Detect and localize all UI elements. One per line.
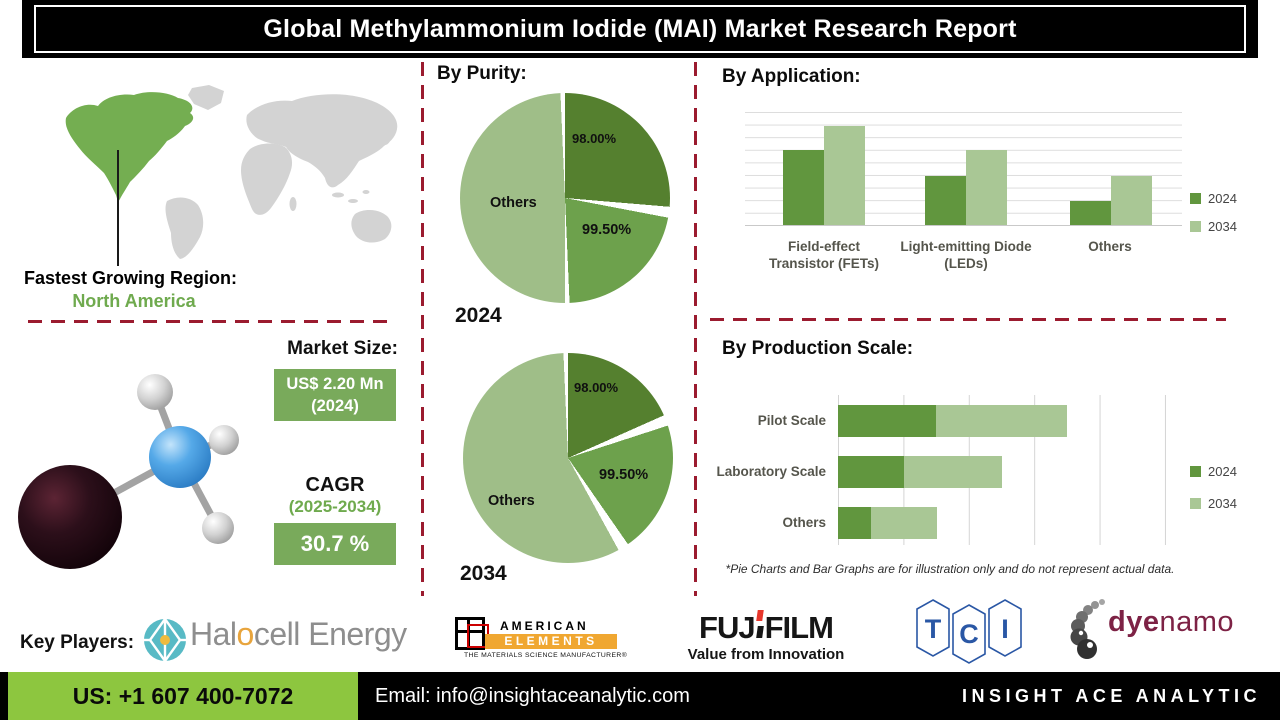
purity-pie-2034 — [463, 353, 673, 563]
email-address: Email: info@insightaceanalytic.com — [375, 684, 690, 707]
key-players-label: Key Players: — [20, 632, 135, 653]
page-title: Global Methylammonium Iodide (MAI) Marke… — [263, 14, 1017, 43]
pie-year-label-2034: 2034 — [460, 562, 507, 585]
greenland-shape — [188, 85, 224, 110]
molecule-graphic — [18, 374, 239, 569]
app-bar-2034-0 — [824, 126, 865, 225]
legend-swatch-2034 — [1190, 221, 1201, 232]
phone-number: US: +1 607 400-7072 — [72, 682, 294, 709]
legend-2024: 2024 — [1190, 191, 1237, 206]
tci-icon: T C I — [916, 599, 1022, 664]
prod-bar-2024-0 — [838, 405, 936, 437]
pie-slice-label: 99.50% — [599, 467, 649, 483]
cagr-period: (2025-2034) — [288, 497, 382, 516]
cagr-value-box: 30.7 % — [274, 523, 396, 565]
category-label-fets: Field-effect Transistor (FETs) — [768, 239, 880, 271]
app-bar-2034-1 — [966, 150, 1007, 225]
dyenamo-icon — [1070, 599, 1105, 659]
world-map — [65, 85, 398, 259]
category-label-leds: Light-emitting Diode (LEDs) — [900, 239, 1032, 271]
fastest-growing-region-label: Fastest Growing Region: — [24, 268, 238, 288]
pie-slice-label: 98.00% — [574, 380, 619, 395]
legend-swatch-2034 — [1190, 498, 1201, 509]
market-size-label: Market Size: — [287, 338, 398, 359]
hydrogen-atom — [209, 425, 239, 455]
legend-2034: 2034 — [1190, 219, 1237, 234]
section-title-application: By Application: — [722, 66, 861, 87]
hydrogen-atom — [137, 374, 173, 410]
region-pointer-line — [117, 150, 119, 266]
south-america-shape — [165, 197, 204, 259]
north-america-shape — [65, 92, 194, 202]
prod-bar-2024-1 — [838, 456, 904, 488]
svg-text:T: T — [925, 614, 942, 644]
prod-label-pilot: Pilot Scale — [757, 413, 826, 428]
pie-slice-label: 98.00% — [572, 131, 617, 146]
title-bar: Global Methylammonium Iodide (MAI) Marke… — [22, 0, 1258, 58]
svg-text:I: I — [1001, 614, 1009, 644]
legend-swatch-2024 — [1190, 193, 1201, 204]
africa-shape — [241, 143, 293, 215]
divider-mid-left — [421, 62, 424, 596]
divider-right — [710, 318, 1226, 321]
pie-slice-label: Others — [490, 195, 537, 211]
fujifilm-logo: FUJ FILM Value from Innovation — [687, 610, 845, 663]
pie-slice-label: 99.50% — [582, 222, 632, 238]
pie-slice-label: Others — [488, 493, 535, 509]
brand-name: INSIGHT ACE ANALYTIC — [962, 685, 1262, 706]
australia-shape — [351, 210, 392, 243]
section-title-purity: By Purity: — [437, 63, 527, 84]
eurasia-shape — [246, 94, 398, 188]
halocell-energy-logo: Halocell Energy — [190, 616, 407, 652]
app-bar-2024-0 — [783, 150, 824, 225]
app-bar-2024-1 — [925, 176, 966, 225]
divider-mid-right — [694, 62, 697, 596]
legend-prod-2024: 2024 — [1190, 464, 1237, 479]
prod-label-others: Others — [782, 515, 826, 530]
market-size-value-box: US$ 2.20 Mn (2024) — [274, 369, 396, 421]
app-bar-2034-2 — [1111, 176, 1152, 225]
halocell-icon — [144, 617, 186, 663]
svg-text:C: C — [959, 619, 979, 649]
prod-label-laboratory: Laboratory Scale — [716, 464, 826, 479]
section-title-production: By Production Scale: — [722, 338, 914, 359]
prod-bar-2034-1 — [904, 456, 1002, 488]
footer-bar: US: +1 607 400-7072 Email: info@insighta… — [0, 672, 1280, 720]
iodine-atom — [18, 465, 122, 569]
pie-year-label-2024: 2024 — [455, 304, 502, 327]
category-label-others: Others — [1088, 239, 1132, 254]
dyenamo-logo: dyenamo — [1108, 606, 1235, 638]
prod-bar-2034-0 — [936, 405, 1067, 437]
prod-bar-2024-2 — [838, 507, 871, 539]
hydrogen-atom — [202, 512, 234, 544]
prod-bar-2034-2 — [871, 507, 937, 539]
fastest-growing-region-value: North America — [72, 291, 196, 311]
footer-phone-block: US: +1 607 400-7072 — [8, 672, 358, 720]
legend-swatch-2024 — [1190, 466, 1201, 477]
application-bar-chart — [745, 112, 1182, 226]
production-bar-chart — [838, 395, 1166, 545]
app-bar-2024-2 — [1070, 201, 1111, 225]
purity-pie-2024 — [460, 93, 670, 303]
title-border — [34, 5, 1246, 53]
fujifilm-i-icon — [755, 610, 764, 638]
cagr-label: CAGR — [305, 474, 365, 496]
disclaimer-footnote: *Pie Charts and Bar Graphs are for illus… — [725, 562, 1175, 576]
legend-prod-2034: 2034 — [1190, 496, 1237, 511]
nitrogen-atom — [149, 426, 211, 488]
divider-left — [28, 320, 392, 323]
